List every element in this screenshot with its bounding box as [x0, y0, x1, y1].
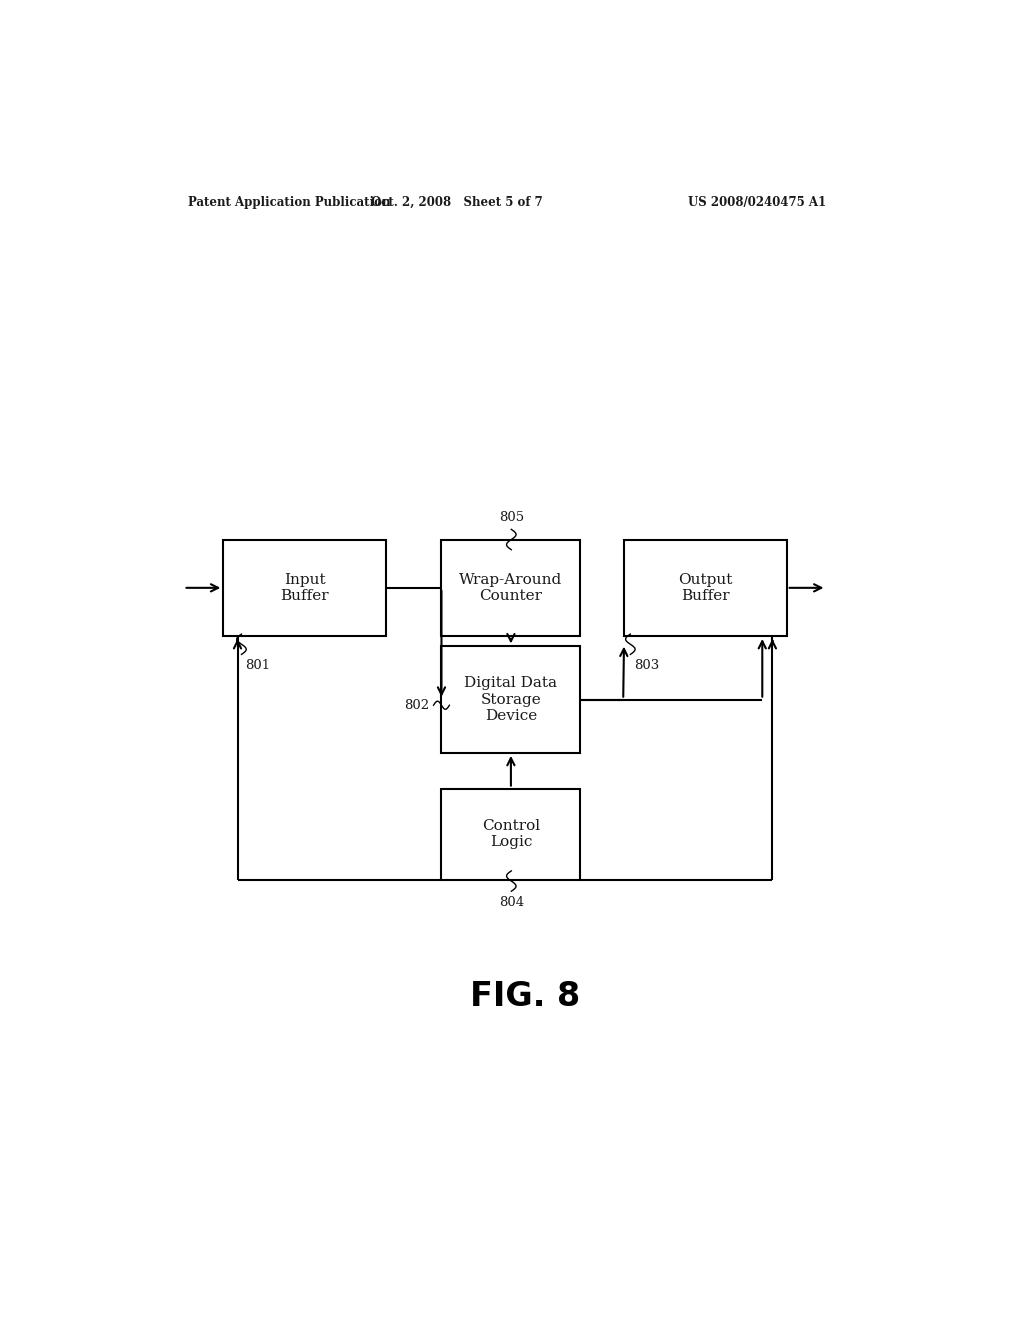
- Text: Input
Buffer: Input Buffer: [281, 573, 329, 603]
- Bar: [441, 788, 581, 880]
- Text: Oct. 2, 2008   Sheet 5 of 7: Oct. 2, 2008 Sheet 5 of 7: [372, 195, 543, 209]
- Text: 801: 801: [246, 660, 270, 672]
- Text: US 2008/0240475 A1: US 2008/0240475 A1: [688, 195, 826, 209]
- Text: Output
Buffer: Output Buffer: [678, 573, 732, 603]
- Bar: [624, 540, 786, 636]
- Text: 804: 804: [499, 896, 524, 909]
- Text: Control
Logic: Control Logic: [482, 820, 540, 849]
- Bar: [441, 647, 581, 752]
- Text: 803: 803: [634, 660, 659, 672]
- Text: 805: 805: [499, 511, 524, 524]
- Text: Patent Application Publication: Patent Application Publication: [187, 195, 390, 209]
- Bar: [223, 540, 386, 636]
- Text: FIG. 8: FIG. 8: [470, 981, 580, 1014]
- Bar: [441, 540, 581, 636]
- Text: Wrap-Around
Counter: Wrap-Around Counter: [460, 573, 562, 603]
- Text: 802: 802: [404, 698, 430, 711]
- Text: Digital Data
Storage
Device: Digital Data Storage Device: [465, 676, 557, 723]
